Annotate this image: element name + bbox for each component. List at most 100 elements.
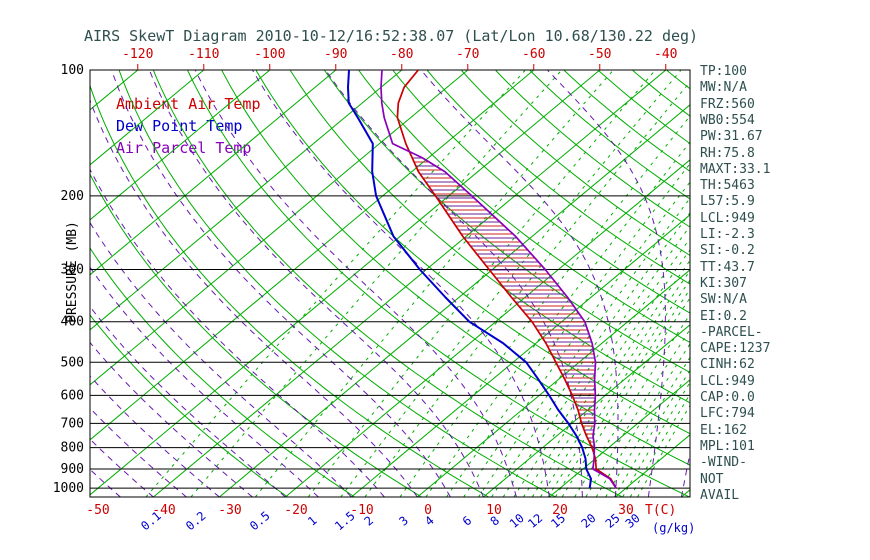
isotherm-line	[351, 214, 690, 497]
top-temp-tick-label: -40	[654, 47, 677, 62]
dry-adiabat-line	[90, 314, 288, 497]
bottom-temp-tick-label: 20	[552, 503, 568, 518]
bottom-temp-tick-label: 0	[424, 503, 432, 518]
moist-adiabat-line	[0, 70, 54, 497]
dry-adiabat-line	[221, 70, 690, 466]
mixing-ratio-line	[637, 404, 690, 497]
bottom-temp-tick-label: 30	[618, 503, 634, 518]
moist-adiabat-line	[90, 168, 385, 497]
mixing-ratio-tick-label: 0.5	[247, 509, 273, 534]
dry-adiabat-line	[324, 70, 690, 374]
stat-cinh-62: CINH:62	[700, 357, 755, 373]
top-temp-tick-label: -110	[188, 47, 219, 62]
stat-tt-43-7: TT:43.7	[700, 259, 755, 275]
pressure-tick-label: 300	[61, 263, 84, 278]
dry-adiabat-line	[598, 70, 690, 145]
pressure-tick-label: 400	[61, 315, 84, 330]
pressure-tick-label: 900	[61, 462, 84, 477]
mixing-ratio-line	[513, 237, 690, 497]
stat-sw-n-a: SW:N/A	[700, 292, 747, 308]
stat-cap-0-0: CAP:0.0	[700, 390, 755, 405]
stat-maxt-33-1: MAXT:33.1	[700, 161, 771, 177]
stat-frz-560: FRZ:560	[700, 96, 755, 112]
mixing-ratio-line	[522, 249, 690, 497]
stat-pw-31-67: PW:31.67	[700, 129, 763, 145]
stat-avail: AVAIL	[700, 487, 740, 503]
top-temp-tick-label: -70	[456, 47, 479, 62]
moist-adiabat-line	[148, 70, 484, 497]
stat-mw-n-a: MW:N/A	[700, 80, 747, 96]
top-temp-tick-label: -80	[390, 47, 413, 62]
dry-adiabat-line	[392, 70, 690, 314]
mixing-ratio-tick-label: 2	[362, 513, 377, 528]
stat-lfc-794: LFC:794	[700, 406, 755, 422]
sounding-curves	[347, 70, 617, 489]
isotherm-line	[90, 70, 403, 331]
moist-adiabat-line	[90, 407, 187, 497]
isotherm-line	[153, 70, 667, 497]
top-temp-tick-label: -90	[324, 47, 347, 62]
dry-adiabat-line	[427, 70, 690, 285]
stat-mpl-101: MPL:101	[700, 438, 755, 454]
mixing-ratio-line	[145, 70, 526, 497]
isotherm-line	[285, 159, 690, 497]
top-temp-tick-label: -100	[254, 47, 285, 62]
dry-adiabat-line	[289, 70, 690, 404]
mixing-ratio-line	[502, 225, 690, 497]
moist-adiabat-line	[90, 98, 418, 497]
cape-hatch	[412, 157, 595, 447]
pressure-tick-label: 600	[61, 388, 84, 403]
stat-li-2-3: LI:-2.3	[700, 227, 755, 242]
pressure-tick-label: 1000	[53, 481, 84, 496]
isotherm-line	[0, 70, 72, 497]
stat-rh-75-8: RH:75.8	[700, 145, 755, 161]
isotherm-line	[90, 70, 271, 221]
curve-dew-point-temp	[347, 70, 592, 489]
isotherm-line	[549, 379, 690, 497]
stat-wind: -WIND-	[700, 455, 747, 471]
bottom-temp-tick-label: -30	[218, 503, 241, 518]
moist-adiabat-line	[547, 70, 666, 497]
top-temp-tick-label: -50	[588, 47, 611, 62]
pressure-tick-label: 700	[61, 416, 84, 431]
bottom-temp-tick-label: 10	[486, 503, 502, 518]
dry-adiabat-line	[153, 70, 623, 497]
mixing-ratio-tick-label: 6	[460, 513, 475, 528]
isotherm-line	[90, 70, 337, 276]
moist-adiabat-line	[0, 70, 21, 497]
mixing-ratio-tick-label: 0.2	[183, 509, 209, 534]
mixing-ratio-line	[364, 81, 690, 497]
curve-air-parcel-temp	[380, 70, 617, 489]
bottom-temp-tick-label: -10	[350, 503, 373, 518]
mixing-ratio-tick-label: 10	[507, 511, 527, 531]
dry-adiabat-line	[666, 70, 690, 90]
moist-adiabat-line	[90, 305, 286, 497]
moist-adiabat-line	[90, 468, 121, 497]
pressure-tick-label: 200	[61, 189, 84, 204]
stat-parcel: -PARCEL-	[700, 324, 763, 340]
bottom-temp-tick-label: -20	[284, 503, 307, 518]
stat-lcl-949: LCL:949	[700, 210, 755, 226]
mixing-ratio-line	[491, 212, 690, 497]
mixing-ratio-line	[629, 393, 690, 497]
isotherm-line	[90, 70, 601, 496]
stat-th-5463: TH:5463	[700, 178, 755, 194]
curve-ambient-air-temp	[396, 70, 617, 489]
stat-lcl-949: LCL:949	[700, 373, 755, 389]
top-temp-tick-label: -120	[122, 47, 153, 62]
isotherm-line	[90, 70, 469, 386]
bottom-temp-tick-label: -50	[86, 503, 109, 518]
moist-adiabat-line	[111, 70, 451, 497]
plot-grid	[0, 70, 690, 497]
pressure-axis-title: PRESSURE (MB)	[65, 221, 80, 323]
mixing-ratio-line	[340, 70, 682, 497]
dry-adiabat-line	[90, 173, 422, 497]
stat-not: NOT	[700, 471, 724, 487]
moist-adiabat-line	[194, 70, 517, 497]
mixing-ratio-line	[622, 381, 690, 497]
stat-si-0-2: SI:-0.2	[700, 243, 755, 259]
mixing-ratio-line	[531, 259, 690, 497]
stat-tp-100: TP:100	[700, 64, 747, 79]
dry-adiabat-line	[255, 70, 690, 435]
